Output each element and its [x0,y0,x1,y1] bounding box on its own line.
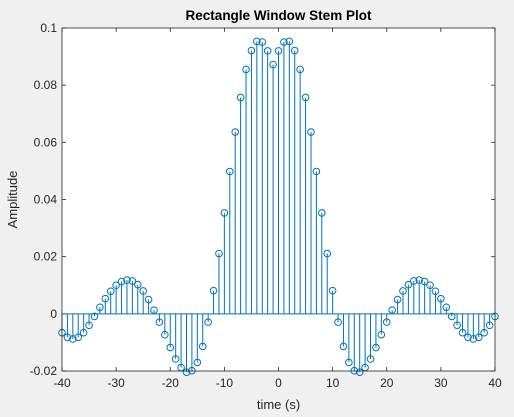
stem-marker [85,321,93,330]
stem-marker [307,128,315,136]
x-tick-label: 10 [326,376,340,390]
stem-marker [236,93,245,102]
stem-marker [101,294,110,303]
stem-marker [474,333,483,342]
stem-marker [318,209,326,217]
stem-marker [388,306,396,314]
x-tick-label: 20 [380,376,394,390]
chart-title: Rectangle Window Stem Plot [186,8,372,23]
x-tick-label: 40 [488,376,502,390]
stem-marker [155,318,164,326]
stem-marker [139,287,147,295]
y-tick-label: 0.02 [34,250,58,264]
stem-marker [161,330,169,339]
stem-marker [182,368,191,376]
x-tick-label: -20 [162,376,180,390]
stem-marker [404,280,413,289]
stem-marker [247,46,256,55]
stem-marker [90,312,99,321]
stem-marker [69,335,77,343]
stem-marker [198,342,207,351]
stem-marker [193,358,202,367]
stem-marker [323,249,332,258]
stem-marker [112,281,120,290]
y-tick-label: 0.04 [34,193,58,207]
y-tick-label: -0.02 [30,364,58,378]
stem-marker [431,287,440,296]
stem-marker [420,277,429,286]
stem-marker [464,333,472,342]
stem-marker [274,47,283,55]
stem-marker [301,93,310,102]
stem-marker [480,328,488,337]
axes-box [61,27,496,372]
y-tick-label: 0.1 [40,21,57,35]
stem-marker [410,277,418,285]
stem-marker [458,328,467,337]
stem-marker [128,277,137,285]
stem-marker [345,358,353,367]
stem-marker [106,287,115,296]
stem-marker [144,295,153,304]
x-tick-label: -10 [216,376,234,390]
x-tick-label: -30 [107,376,125,390]
stem-marker [280,38,288,46]
stem-marker [171,355,180,363]
stem-marker [447,312,456,321]
stem-series [58,37,499,376]
y-tick-label: 0.08 [34,78,58,92]
stem-marker [485,321,494,330]
stem-marker [258,38,267,46]
stem-marker [166,343,175,352]
stem-marker [453,321,461,330]
stem-marker [225,167,234,176]
stem-marker [355,368,364,376]
stem-marker [366,355,375,363]
y-axis-label: Amplitude [5,171,20,229]
stem-marker [296,65,304,74]
y-tick-label: 0 [50,307,57,321]
stem-marker [231,128,239,136]
stem-marker [74,333,83,342]
stem-marker [469,335,478,343]
stem-marker [263,47,272,55]
x-tick-label: 30 [434,376,448,390]
stem-marker [339,342,348,351]
stem-marker [415,276,424,284]
stem-marker [204,318,212,326]
stem-marker [63,333,72,342]
stem-marker [209,286,218,295]
stem-marker [96,303,104,312]
stem-marker [123,276,131,284]
stem-marker [377,330,386,339]
stem-marker [372,343,380,352]
axis-ticks: -40 -30 -20 -10 0 10 20 30 40 -0.02 0 0.02 0.04 0.06 0… [30,21,502,390]
stem-marker [150,306,158,314]
stem-marker [382,318,391,326]
x-axis-label: time (s) [257,397,300,412]
stem-marker [328,286,337,295]
stem-marker [215,249,223,258]
stem-marker [220,209,229,217]
stem-marker [117,277,126,286]
x-tick-label: -40 [53,376,71,390]
stem-marker [269,60,277,69]
stem-marker [334,318,342,326]
stem-marker [285,37,294,46]
stem-marker [133,280,142,289]
stem-marker [437,294,445,303]
stem-marker [399,287,407,295]
stem-marker [312,167,321,176]
y-tick-label: 0.06 [34,135,58,149]
stem-marker [79,328,88,337]
stem-marker [442,303,451,312]
stem-marker [242,65,250,74]
stem-marker [253,37,261,46]
stem-marker [290,46,299,55]
x-tick-label: 0 [275,376,282,390]
stem-marker [393,295,402,304]
stem-marker [426,281,434,290]
